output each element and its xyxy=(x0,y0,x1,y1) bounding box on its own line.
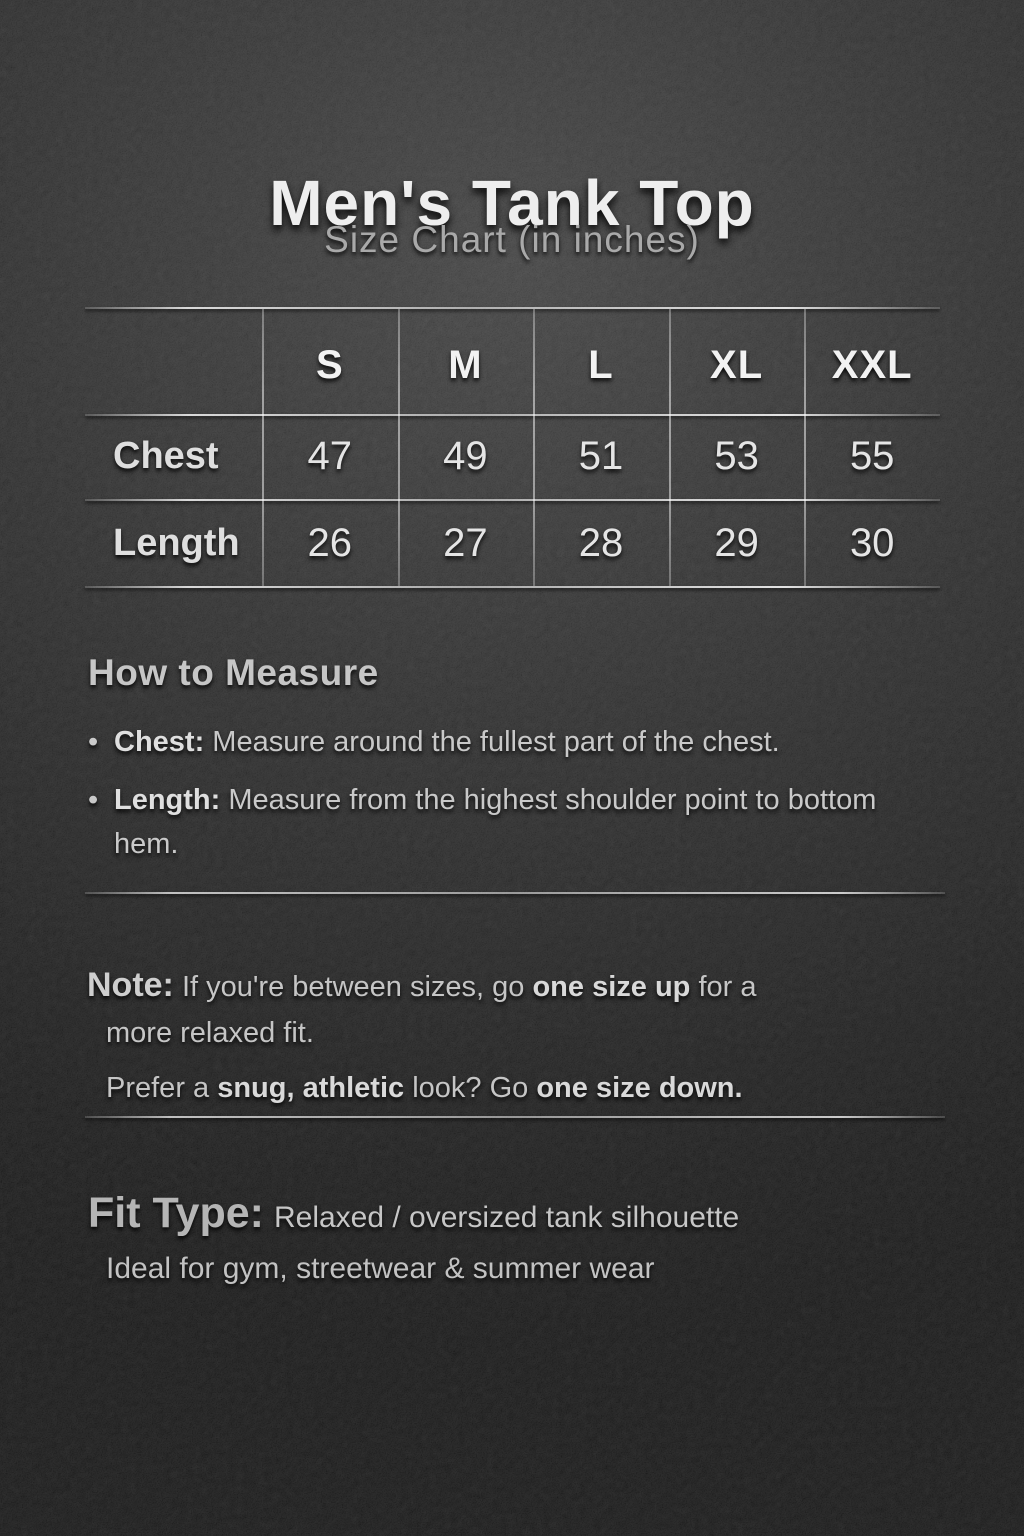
size-column-header-m: M xyxy=(448,343,483,387)
table-vertical-line xyxy=(668,309,671,586)
size-value-cell: 47 xyxy=(307,434,353,478)
page-subtitle: Size Chart (in inches) xyxy=(324,219,700,260)
measure-bullet-chest: • Chest: Measure around the fullest part … xyxy=(86,720,961,764)
size-value-cell: 55 xyxy=(849,434,895,478)
page-title: Men's Tank Top xyxy=(269,166,755,239)
section-divider-fit-type xyxy=(85,1116,945,1118)
section-divider-note xyxy=(85,892,945,894)
table-vertical-line xyxy=(533,309,536,586)
table-horizontal-line xyxy=(85,414,940,416)
table-horizontal-line xyxy=(85,499,940,501)
table-vertical-line xyxy=(397,309,400,586)
table-horizontal-line xyxy=(85,586,940,588)
table-corner-cell xyxy=(85,307,262,414)
row-label-length: Length xyxy=(113,522,240,564)
table-horizontal-line xyxy=(85,307,940,309)
size-value-cell: 49 xyxy=(443,434,488,478)
size-column-header-s: S xyxy=(315,343,344,387)
size-column-header-xxl: XXL xyxy=(831,343,913,387)
bullet-dot-icon: • xyxy=(88,726,99,758)
fit-type-label: Fit Type: xyxy=(88,1189,264,1237)
size-chart-table: S M L XL XXL Chest 47 49 51 53 55 Length 26 27 28 29 30 xyxy=(85,307,940,588)
size-chart-grid: S M L XL XXL Chest 47 49 51 53 55 Length 26 27 28 29 30 xyxy=(85,307,940,588)
fit-type-subtext: Ideal for gym, streetwear & summer wear xyxy=(106,1252,655,1285)
row-label-chest: Chest xyxy=(113,435,219,477)
size-value-cell: 51 xyxy=(578,434,624,478)
note-line-1: Note: If you're between sizes, go one si… xyxy=(87,966,757,1004)
size-column-header-xl: XL xyxy=(710,343,764,387)
table-vertical-line xyxy=(804,309,807,586)
size-value-cell: 53 xyxy=(714,434,759,478)
fit-type-text: Relaxed / oversized tank silhouette xyxy=(273,1201,740,1234)
fit-type-line: Fit Type: Relaxed / oversized tank silhou… xyxy=(88,1186,739,1245)
how-to-measure-heading: How to Measure xyxy=(88,652,379,693)
table-vertical-line xyxy=(262,309,264,586)
measure-bullet-length: • Length: Measure from the highest should… xyxy=(86,778,961,866)
note-line-2: more relaxed fit. xyxy=(106,1017,314,1049)
note-line-3: Prefer a snug, athletic look? Go one siz… xyxy=(106,1072,743,1104)
measure-instructions-list: • Chest: Measure around the fullest part … xyxy=(86,720,961,880)
bullet-dot-icon: • xyxy=(88,784,99,816)
size-value-cell: 29 xyxy=(714,521,759,565)
size-column-header-l: L xyxy=(588,343,614,387)
size-value-cell: 27 xyxy=(443,521,488,565)
size-value-cell: 28 xyxy=(578,521,624,565)
size-value-cell: 30 xyxy=(849,521,895,565)
size-value-cell: 26 xyxy=(307,521,353,565)
